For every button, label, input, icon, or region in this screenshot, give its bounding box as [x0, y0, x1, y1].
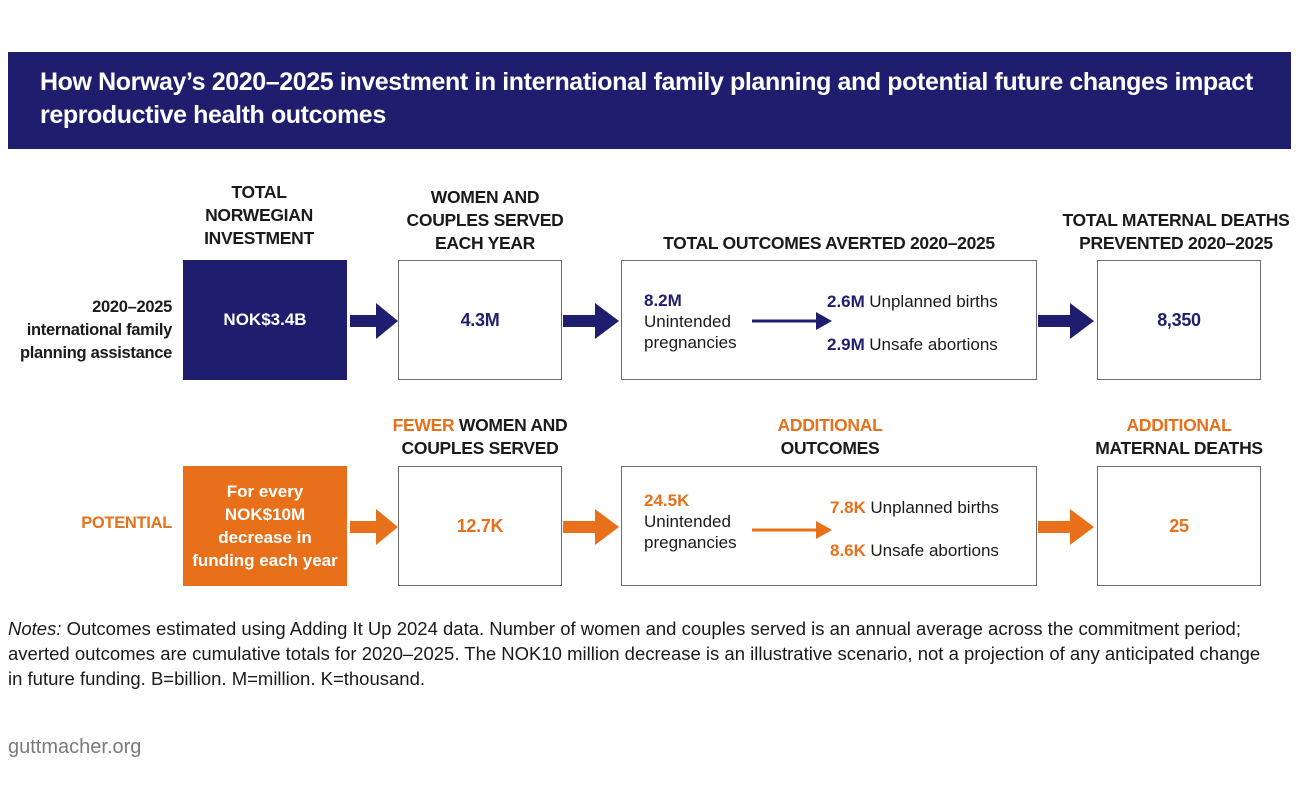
arrow-icon	[1038, 303, 1094, 339]
pregnancies-label: Unintended pregnancies	[644, 312, 737, 352]
additional-outcomes-box: 24.5K Unintended pregnancies 7.8K Unplan…	[621, 466, 1037, 586]
header-fewer-rest: WOMEN AND COUPLES SERVED	[401, 415, 568, 458]
pregnancies-group: 8.2M Unintended pregnancies	[644, 291, 764, 353]
served-box: 4.3M	[398, 260, 562, 380]
add-abortions-value: 8.6K	[830, 541, 866, 560]
pregnancies-value: 8.2M	[644, 291, 682, 310]
births-label: Unplanned births	[869, 292, 998, 311]
arrow-icon	[752, 312, 832, 330]
births-line: 2.6M Unplanned births	[827, 291, 1032, 312]
header-additional-outcomes: ADDITIONAL OUTCOMES	[740, 414, 920, 460]
additional-deaths-value: 25	[1169, 515, 1189, 536]
fewer-served-value: 12.7K	[456, 515, 504, 536]
header-fewer-served: FEWER WOMEN AND COUPLES SERVED	[385, 414, 575, 460]
add-pregnancies-group: 24.5K Unintended pregnancies	[644, 491, 764, 553]
header-deaths-highlight: ADDITIONAL	[1126, 415, 1232, 435]
add-pregnancies-label: Unintended pregnancies	[644, 512, 737, 552]
add-births-value: 7.8K	[830, 498, 866, 517]
abortions-line: 2.9M Unsafe abortions	[827, 334, 1032, 355]
served-value: 4.3M	[460, 309, 500, 330]
abortions-label: Unsafe abortions	[869, 335, 998, 354]
deaths-value: 8,350	[1157, 309, 1201, 330]
fewer-served-box: 12.7K	[398, 466, 562, 586]
add-births-line: 7.8K Unplanned births	[830, 497, 1035, 518]
header-deaths: TOTAL MATERNAL DEATHS PREVENTED 2020–202…	[1062, 210, 1290, 253]
header-served: WOMEN AND COUPLES SERVED EACH YEAR	[406, 187, 564, 253]
add-pregnancies-value: 24.5K	[644, 491, 690, 510]
row-label-potential: POTENTIAL	[81, 514, 172, 532]
header-fewer-highlight: FEWER	[392, 415, 455, 435]
arrow-icon	[350, 509, 398, 545]
arrow-icon	[563, 509, 619, 545]
investment-box: NOK$3.4B	[183, 260, 347, 380]
add-abortions-line: 8.6K Unsafe abortions	[830, 540, 1035, 561]
decrease-text: For every NOK$10M decrease in funding ea…	[192, 482, 338, 570]
decrease-box: For every NOK$10M decrease in funding ea…	[183, 466, 347, 586]
notes-prefix: Notes:	[8, 618, 62, 639]
header-outcomes: TOTAL OUTCOMES AVERTED 2020–2025	[663, 233, 995, 253]
notes-text: Outcomes estimated using Adding It Up 20…	[8, 618, 1261, 689]
outcomes-box: 8.2M Unintended pregnancies 2.6M Unplann…	[621, 260, 1037, 380]
investment-value: NOK$3.4B	[223, 310, 307, 329]
title-banner: How Norway’s 2020–2025 investment in int…	[8, 52, 1291, 149]
header-deaths-rest: MATERNAL DEATHS	[1095, 438, 1263, 458]
arrow-icon	[752, 521, 832, 539]
births-value: 2.6M	[827, 292, 865, 311]
page-title: How Norway’s 2020–2025 investment in int…	[40, 68, 1253, 129]
additional-deaths-box: 25	[1097, 466, 1261, 586]
add-births-label: Unplanned births	[870, 498, 999, 517]
header-outcomes-rest: OUTCOMES	[780, 438, 880, 458]
arrow-icon	[350, 303, 398, 339]
row-label-assistance: 2020–2025 international family planning …	[19, 298, 172, 362]
deaths-box: 8,350	[1097, 260, 1261, 380]
notes: Notes: Outcomes estimated using Adding I…	[8, 616, 1278, 691]
add-abortions-label: Unsafe abortions	[870, 541, 999, 560]
header-outcomes-highlight: ADDITIONAL	[777, 415, 883, 435]
arrow-icon	[1038, 509, 1094, 545]
abortions-value: 2.9M	[827, 335, 865, 354]
header-investment: TOTAL NORWEGIAN INVESTMENT	[204, 182, 314, 248]
footer-source: guttmacher.org	[8, 736, 142, 758]
header-additional-deaths: ADDITIONAL MATERNAL DEATHS	[1089, 414, 1269, 460]
arrow-icon	[563, 303, 619, 339]
